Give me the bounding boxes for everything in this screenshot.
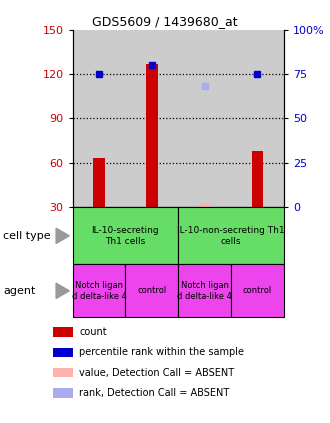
Bar	[231, 30, 284, 207]
Text: count: count	[79, 327, 107, 337]
Bar	[178, 30, 231, 207]
Polygon shape	[56, 283, 69, 299]
Bar	[146, 63, 158, 207]
Text: Notch ligan
d delta-like 4: Notch ligan d delta-like 4	[72, 281, 126, 300]
Text: GDS5609 / 1439680_at: GDS5609 / 1439680_at	[92, 15, 238, 28]
Bar	[199, 203, 211, 207]
Text: control: control	[137, 286, 166, 295]
Text: percentile rank within the sample: percentile rank within the sample	[79, 347, 244, 357]
Text: rank, Detection Call = ABSENT: rank, Detection Call = ABSENT	[79, 388, 229, 398]
Text: IL-10-non-secreting Th1
cells: IL-10-non-secreting Th1 cells	[177, 226, 285, 245]
Bar	[73, 30, 125, 207]
Text: Notch ligan
d delta-like 4: Notch ligan d delta-like 4	[177, 281, 232, 300]
Text: value, Detection Call = ABSENT: value, Detection Call = ABSENT	[79, 368, 234, 378]
Bar	[93, 158, 105, 207]
Bar	[251, 151, 263, 207]
Text: control: control	[243, 286, 272, 295]
Polygon shape	[56, 228, 69, 244]
Text: cell type: cell type	[3, 231, 51, 241]
Text: IL-10-secreting
Th1 cells: IL-10-secreting Th1 cells	[92, 226, 159, 245]
Bar	[125, 30, 178, 207]
Text: agent: agent	[3, 286, 36, 296]
